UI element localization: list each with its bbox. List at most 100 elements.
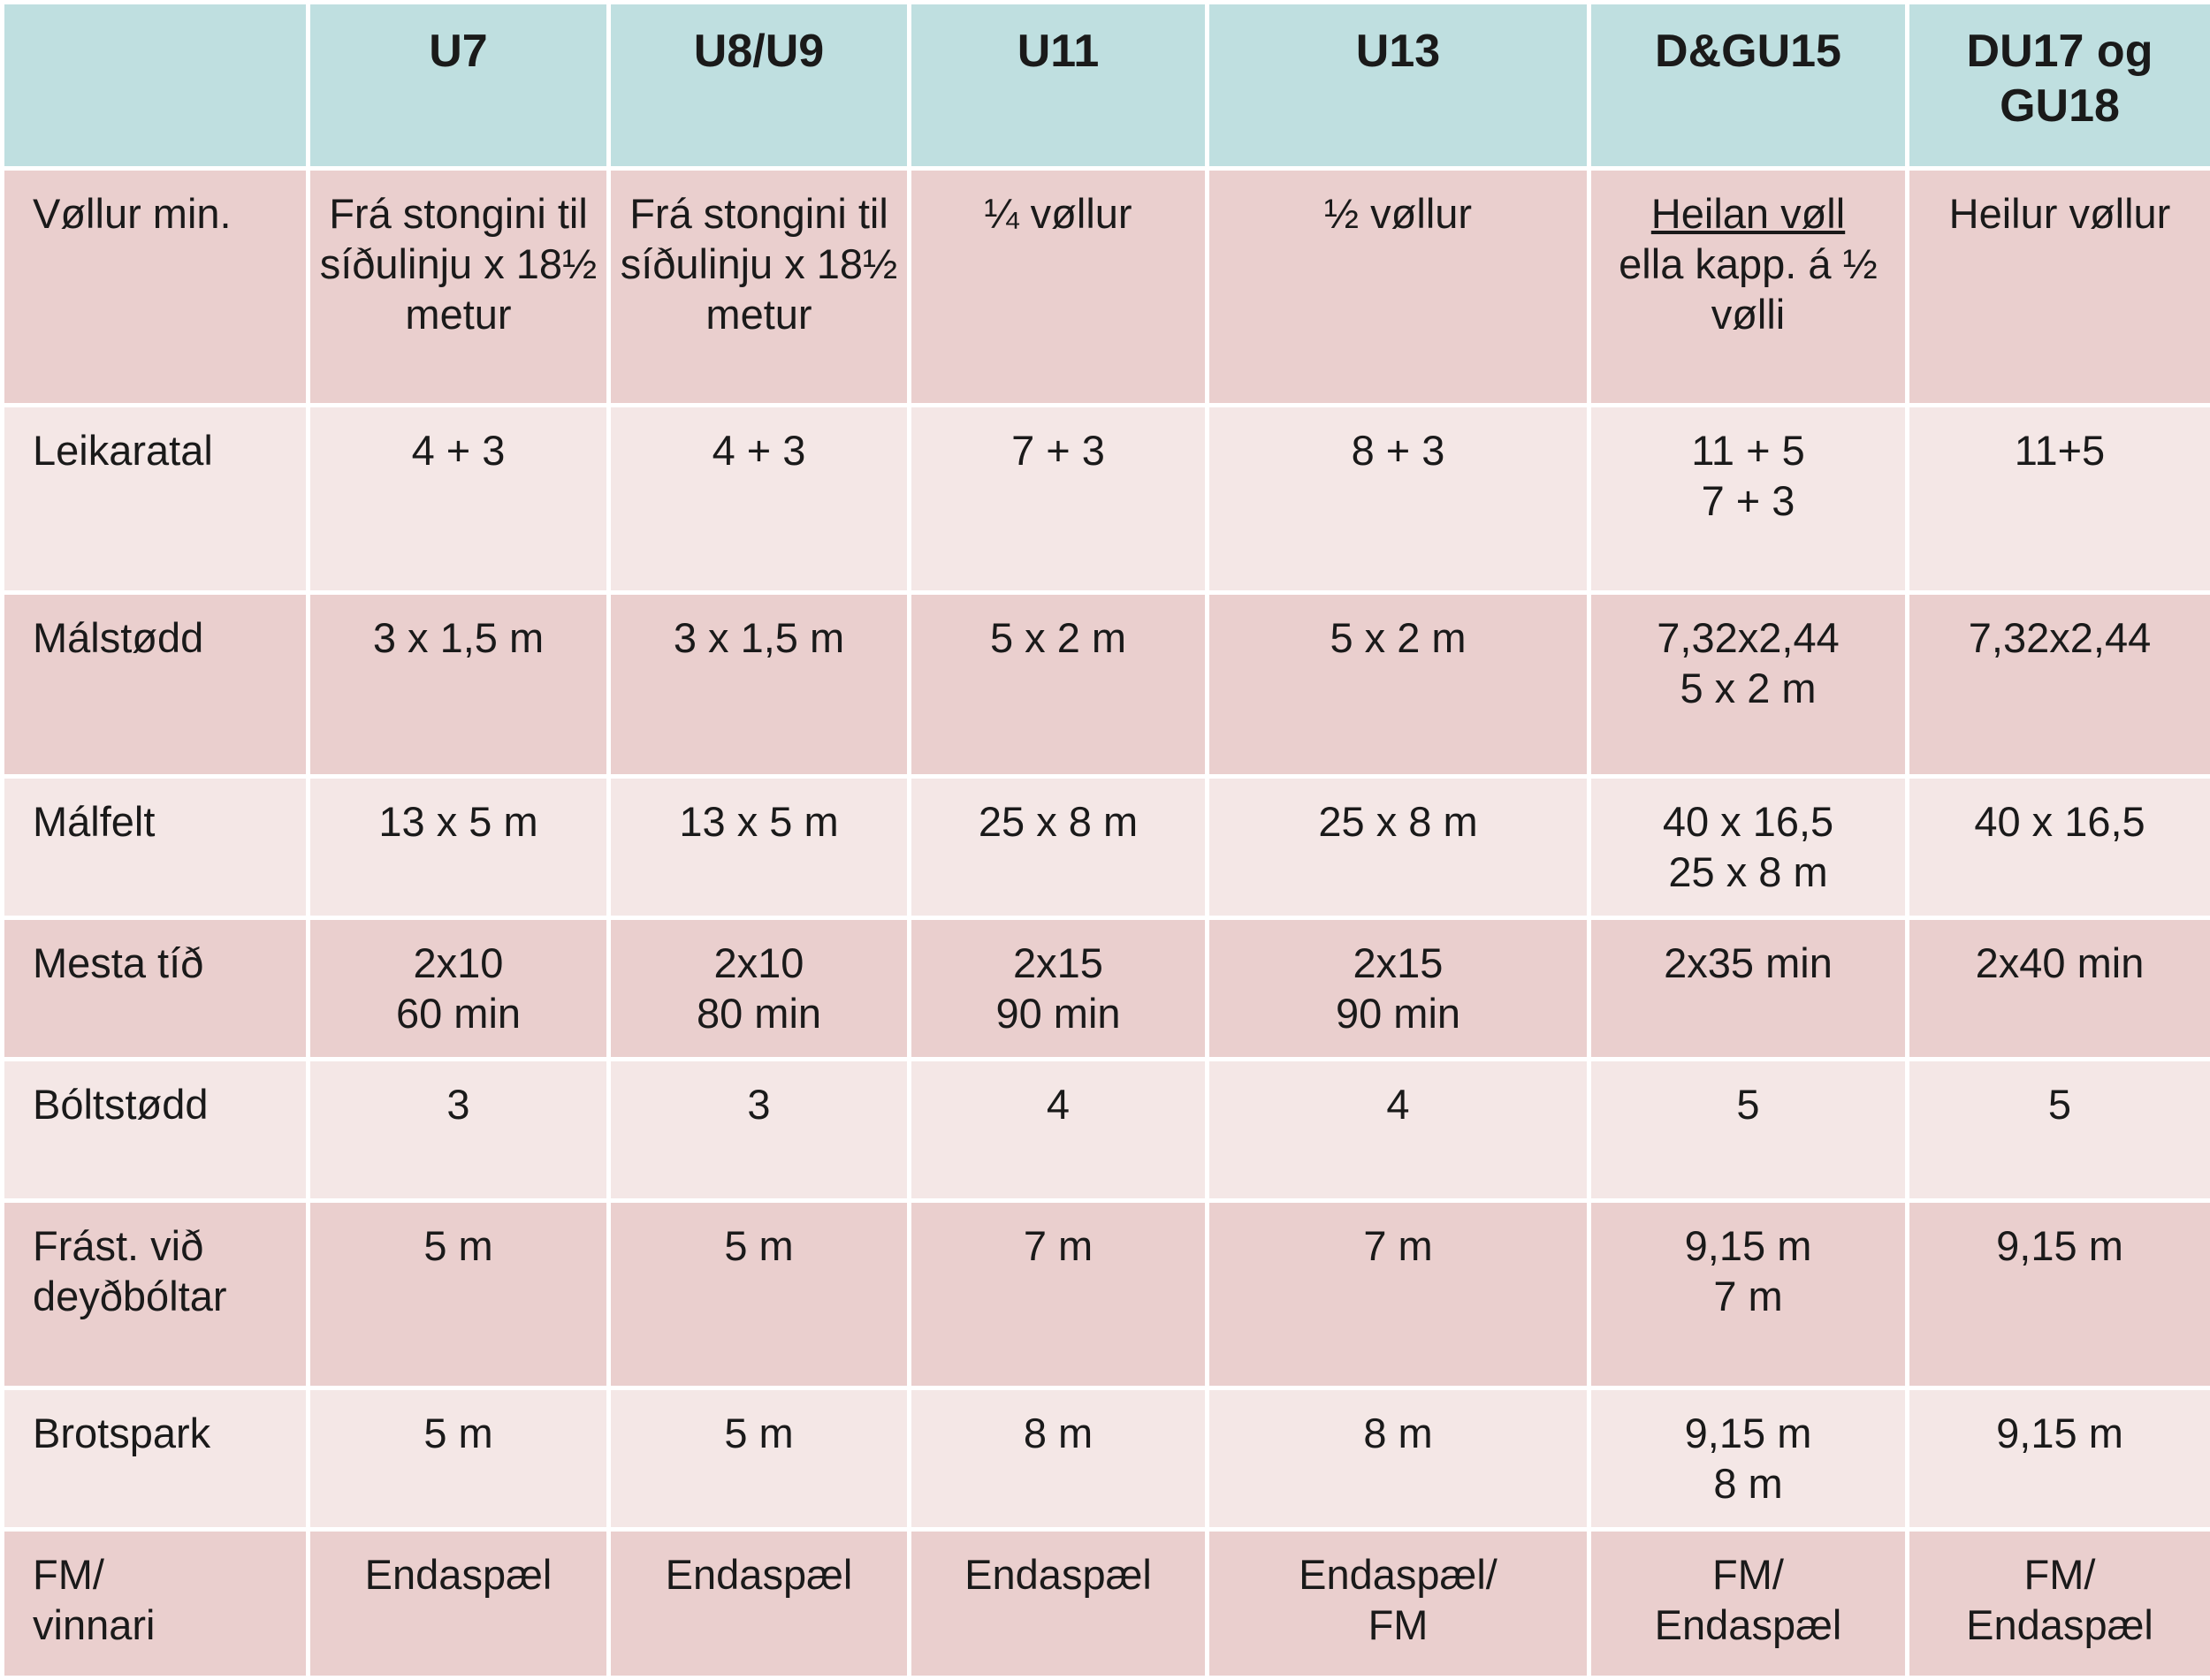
cell-text-line: 5 m [620, 1408, 898, 1458]
table-cell: Endaspæl [309, 1530, 609, 1678]
header-cell: DU17 og GU18 [1908, 3, 2210, 169]
cell-text-line: Bóltstødd [33, 1079, 297, 1129]
header-cell: U13 [1208, 3, 1589, 169]
cell-text-line: 3 x 1,5 m [319, 612, 598, 663]
cell-text-line: 13 x 5 m [620, 796, 898, 847]
table-cell: 4 [910, 1060, 1208, 1201]
cell-text-line: Leikaratal [33, 425, 297, 475]
cell-text-line: 5 [1600, 1079, 1896, 1129]
row-label: Brotspark [3, 1388, 309, 1530]
row-label: Bóltstødd [3, 1060, 309, 1201]
table-cell: Endaspæl/FM [1208, 1530, 1589, 1678]
cell-text-line: 11 + 5 [1600, 425, 1896, 475]
cell-text-line: 7,32x2,44 [1918, 612, 2201, 663]
table-cell: 3 [309, 1060, 609, 1201]
header-corner-cell [3, 3, 309, 169]
cell-text-line: 3 [319, 1079, 598, 1129]
cell-text-line: Vøllur min. [33, 188, 297, 239]
cell-text-line: 9,15 m [1918, 1220, 2201, 1271]
cell-text-line: Endaspæl [319, 1549, 598, 1600]
cell-text-line: 90 min [920, 988, 1196, 1038]
cell-text-line: Frá stongini til síðulinju x 18½ metur [620, 188, 898, 339]
table-cell: FM/Endaspæl [1589, 1530, 1908, 1678]
cell-text-line: 7 m [1218, 1220, 1578, 1271]
table-cell: 11+5 [1908, 406, 2210, 593]
table-cell: Heilur vøllur [1908, 169, 2210, 406]
cell-text-line: 25 x 8 m [920, 796, 1196, 847]
cell-text-line: 2x15 [1218, 938, 1578, 988]
table-cell: 8 m [1208, 1388, 1589, 1530]
cell-text-line: 7 m [920, 1220, 1196, 1271]
cell-text-line: 8 m [920, 1408, 1196, 1458]
cell-text-line: 4 [920, 1079, 1196, 1129]
cell-text-line: 4 [1218, 1079, 1578, 1129]
cell-text-line: Endaspæl [1600, 1600, 1896, 1650]
cell-text-line: 11+5 [1918, 425, 2201, 475]
table-row: Málstødd 3 x 1,5 m 3 x 1,5 m 5 x 2 m 5 x 2 m… [3, 593, 2210, 777]
table-cell: FM/Endaspæl [1908, 1530, 2210, 1678]
header-cell: D&GU15 [1589, 3, 1908, 169]
row-label: Mesta tíð [3, 918, 309, 1060]
cell-text-line: 25 x 8 m [1600, 847, 1896, 897]
cell-text-line: deyðbóltar [33, 1271, 297, 1321]
cell-text-line: 9,15 m [1600, 1408, 1896, 1458]
table-cell: 5 x 2 m [1208, 593, 1589, 777]
cell-text-line: 3 [620, 1079, 898, 1129]
table-cell: ½ vøllur [1208, 169, 1589, 406]
cell-text-line: 80 min [620, 988, 898, 1038]
table-cell: 3 x 1,5 m [309, 593, 609, 777]
cell-text-line: 2x10 [620, 938, 898, 988]
cell-text-line: 9,15 m [1600, 1220, 1896, 1271]
cell-text-line: 5 x 2 m [920, 612, 1196, 663]
table-cell: 8 + 3 [1208, 406, 1589, 593]
table-cell: 9,15 m [1908, 1201, 2210, 1388]
cell-text-line: ½ vøllur [1218, 188, 1578, 239]
cell-text-line: 5 x 2 m [1218, 612, 1578, 663]
table-cell: 5 m [309, 1201, 609, 1388]
cell-text-line: 5 m [620, 1220, 898, 1271]
cell-text-line: 3 x 1,5 m [620, 612, 898, 663]
table-cell: 8 m [910, 1388, 1208, 1530]
table-cell: 40 x 16,5 [1908, 777, 2210, 918]
cell-text-line: 2x10 [319, 938, 598, 988]
cell-text-line: 2x35 min [1600, 938, 1896, 988]
cell-text-line: Málstødd [33, 612, 297, 663]
cell-text-line: 5 x 2 m [1600, 663, 1896, 713]
row-label: Málstødd [3, 593, 309, 777]
table-cell: 4 + 3 [309, 406, 609, 593]
table-cell: 3 [609, 1060, 910, 1201]
cell-text-line: Brotspark [33, 1408, 297, 1458]
cell-text-line: FM/ [33, 1549, 297, 1600]
row-label: Leikaratal [3, 406, 309, 593]
table-cell: 5 m [309, 1388, 609, 1530]
table-cell: Frá stongini til síðulinju x 18½ metur [309, 169, 609, 406]
cell-text-line: Heilur vøllur [1918, 188, 2201, 239]
cell-text-line: 90 min [1218, 988, 1578, 1038]
table-cell: 7,32x2,44 [1908, 593, 2210, 777]
cell-text-line: Málfelt [33, 796, 297, 847]
table-cell: 5 [1589, 1060, 1908, 1201]
table-cell: 13 x 5 m [609, 777, 910, 918]
table-cell: 9,15 m [1908, 1388, 2210, 1530]
table-cell: 3 x 1,5 m [609, 593, 910, 777]
cell-text-line: 5 m [319, 1220, 598, 1271]
cell-text-line: 8 m [1218, 1408, 1578, 1458]
table-cell: 25 x 8 m [1208, 777, 1589, 918]
cell-text-line: FM/ [1918, 1549, 2201, 1600]
cell-text-line: 2x40 min [1918, 938, 2201, 988]
cell-text-line: Endaspæl [620, 1549, 898, 1600]
cell-text-line: 40 x 16,5 [1918, 796, 2201, 847]
table-cell: 2x35 min [1589, 918, 1908, 1060]
